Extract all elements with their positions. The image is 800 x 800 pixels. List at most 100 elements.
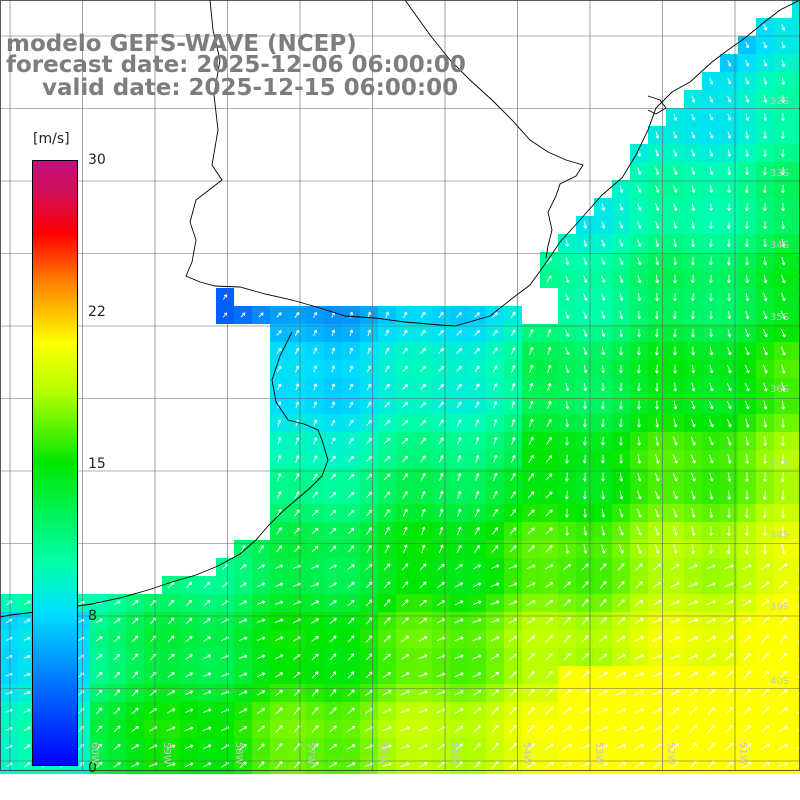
wind-arrow [616, 654, 626, 660]
wind-arrow [637, 328, 641, 338]
wind-arrow [544, 564, 554, 570]
wind-arrow [95, 743, 103, 751]
wind-arrow [761, 652, 769, 662]
wind-arrow [402, 347, 408, 355]
wind-arrow [382, 762, 392, 768]
wind-arrow [472, 618, 482, 623]
wind-arrow [311, 761, 319, 769]
wind-arrow [726, 256, 731, 266]
wind-arrow [583, 364, 588, 374]
wind-arrow [420, 365, 427, 372]
wind-arrow [634, 708, 645, 714]
wind-arrow [796, 728, 800, 732]
wind-arrow [311, 707, 319, 715]
wind-arrow [527, 509, 535, 517]
coastline-north [185, 0, 800, 327]
wind-arrow [439, 490, 444, 499]
wind-arrow [691, 490, 696, 500]
wind-arrow [672, 508, 678, 518]
wind-arrow [547, 382, 552, 391]
wind-arrow [527, 491, 535, 499]
wind-arrow [779, 616, 787, 626]
wind-arrow [708, 454, 714, 464]
wind-arrow [655, 221, 660, 229]
wind-arrow [295, 365, 300, 373]
uruguay-coast [647, 95, 667, 115]
wind-arrow [655, 185, 660, 193]
wind-arrow [222, 312, 228, 318]
wind-arrow [203, 636, 211, 642]
wind-arrow [634, 599, 644, 607]
wind-arrow [419, 563, 427, 571]
wind-arrow [438, 330, 444, 336]
wind-arrow [490, 636, 500, 642]
wind-arrow [113, 600, 121, 606]
wind-arrow [331, 347, 336, 355]
wind-arrow [331, 401, 336, 409]
wind-arrow [652, 725, 662, 732]
wind-arrow [148, 762, 158, 768]
wind-arrow [601, 526, 606, 536]
wind-arrow [654, 544, 660, 554]
wind-arrow [689, 742, 697, 752]
wind-arrow [582, 436, 587, 446]
wind-arrow [673, 149, 678, 157]
wind-arrow [527, 635, 536, 643]
wind-arrow [598, 690, 608, 696]
wind-arrow [745, 131, 750, 139]
wind-cell [792, 504, 800, 522]
wind-arrow [439, 526, 444, 536]
lat-label-40s: 40S [770, 676, 790, 687]
wind-cell [792, 486, 800, 504]
wind-arrow [166, 726, 176, 732]
wind-arrow [781, 400, 786, 410]
wind-arrow [762, 167, 767, 176]
wind-arrow [745, 41, 750, 49]
wind-arrow [654, 346, 659, 356]
wind-arrow [312, 311, 318, 318]
wind-arrow [367, 347, 372, 355]
colorbar-unit: [m/s] [33, 131, 70, 147]
wind-arrow [203, 599, 211, 606]
wind-arrow [418, 744, 428, 750]
wind-arrow [277, 473, 282, 481]
wind-arrow [796, 675, 800, 679]
wind-arrow [167, 672, 175, 678]
wind-arrow [311, 582, 320, 588]
wind-arrow [311, 635, 319, 643]
wind-arrow [781, 525, 786, 537]
wind-arrow [184, 708, 194, 714]
wind-arrow [545, 599, 554, 607]
wind-arrow [383, 473, 391, 481]
wind-arrow [709, 113, 714, 121]
wind-arrow [276, 347, 282, 355]
wind-arrow [725, 670, 734, 679]
wind-arrow [760, 599, 770, 607]
wind-arrow [654, 508, 660, 518]
wind-cell [792, 558, 800, 576]
wind-arrow [744, 364, 750, 374]
wind-arrow [348, 401, 354, 409]
wind-arrow [797, 621, 800, 626]
wind-arrow [528, 454, 534, 463]
wind-arrow [583, 400, 588, 410]
wind-arrow [185, 635, 193, 643]
wind-arrow [743, 670, 751, 680]
wind-cell [792, 522, 800, 540]
wind-arrow [544, 582, 554, 588]
wind-arrow [277, 401, 282, 409]
wind-arrow [745, 490, 749, 500]
wind-arrow [581, 653, 589, 661]
wind-arrow [706, 582, 716, 588]
wind-arrow [652, 618, 662, 624]
wind-arrow [526, 743, 536, 751]
wind-arrow [545, 455, 553, 463]
wind-arrow [528, 329, 534, 337]
coastline [0, 0, 800, 618]
wind-arrow [563, 634, 571, 643]
wind-arrow [779, 634, 787, 644]
wind-cell [792, 468, 800, 486]
wind-arrow [690, 292, 695, 302]
wind-cell [792, 342, 800, 360]
wind-arrow [256, 654, 266, 660]
